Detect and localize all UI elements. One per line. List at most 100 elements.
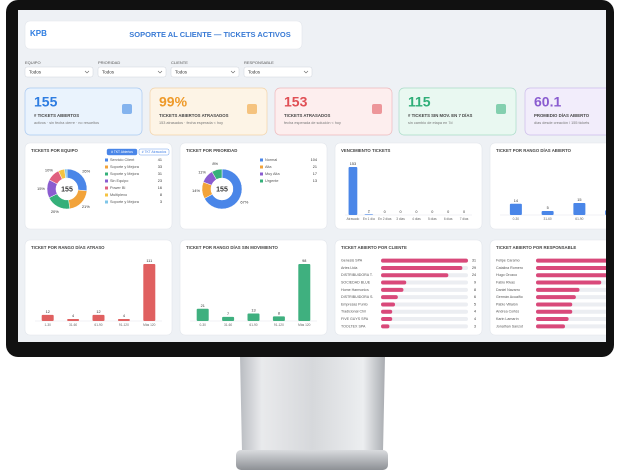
- bar-category: 91-120: [274, 323, 284, 327]
- toggle-label[interactable]: # TKT Abiertos: [111, 150, 133, 154]
- bar-category: Jonathan Sanzot: [496, 324, 523, 328]
- kpi-value: 60.1: [534, 94, 561, 110]
- logo: KPB: [30, 29, 47, 38]
- legend-label: Soporte y Mejora: [110, 200, 140, 204]
- bar-category: En 1 día: [363, 217, 375, 221]
- bar-category: Germán Acuaiño: [496, 295, 523, 299]
- slice-label: 14%: [192, 188, 200, 193]
- bar-value: 15: [577, 198, 581, 202]
- toggle-button[interactable]: [106, 148, 138, 156]
- bar-value: 2: [368, 209, 370, 213]
- bar-category: Andrea Cortés: [496, 310, 519, 314]
- panel: [489, 142, 606, 230]
- legend-swatch: [260, 179, 263, 183]
- chevron: [84, 70, 90, 74]
- panel-title: TICKET POR RANGO DÍAS ABIERTO: [496, 148, 572, 153]
- bar: [381, 317, 393, 322]
- bar: [536, 265, 606, 270]
- bar-category: 91-120: [119, 323, 129, 327]
- filter-value: Todos: [102, 69, 115, 74]
- bar: [536, 273, 606, 278]
- bar-category: Daniel Navarro: [496, 288, 520, 292]
- legend-value: 8: [160, 193, 162, 197]
- bar: [536, 280, 602, 285]
- kpi-icon: [496, 104, 506, 114]
- bar: [298, 264, 311, 321]
- kpi-card: [524, 87, 606, 136]
- legend-value: 21: [313, 165, 317, 169]
- kpi-sub: días desde creación / 155 tickets: [534, 121, 589, 125]
- bar-category: Artes Ltda: [341, 266, 357, 270]
- panel-title: TICKET ABIERTO POR RESPONSABLE: [496, 245, 576, 250]
- stand-base: [236, 450, 388, 470]
- bar-value: 0: [384, 210, 386, 214]
- bar-category: Empresas Punto: [341, 302, 368, 306]
- chevron: [157, 70, 163, 74]
- bar-value: 8: [278, 311, 280, 315]
- legend-label: Urgente: [265, 179, 279, 183]
- bar-value: 4: [474, 310, 476, 314]
- bar-value: 0: [415, 210, 417, 214]
- legend-swatch: [105, 179, 108, 183]
- slice-label: 10%: [45, 167, 53, 172]
- filter-value: Todos: [175, 69, 188, 74]
- bar-category: Más 120: [143, 323, 155, 327]
- filter-label: EQUIPO: [25, 60, 41, 65]
- chevron: [303, 70, 309, 74]
- donut-center: 155: [216, 186, 228, 193]
- bar: [536, 287, 580, 292]
- legend-value: 3: [160, 200, 162, 204]
- bar-value: 0: [400, 210, 402, 214]
- bar-value: 7: [227, 312, 229, 316]
- bar: [381, 324, 390, 329]
- bar: [222, 316, 235, 321]
- dashboard: KPB SOPORTE AL CLIENTE — TICKETS ACTIVOS…: [24, 20, 606, 336]
- bar: [381, 280, 407, 285]
- toggle-button[interactable]: [138, 148, 170, 156]
- kpi-card: [274, 87, 393, 136]
- kpi-sub: 153 atrasados · fecha esperada < hoy: [159, 121, 223, 125]
- bar-category: Karin Lamarín: [496, 317, 519, 321]
- bar-category: FIVE GUYS SPA: [341, 317, 369, 321]
- legend-label: Sin Equipo: [110, 179, 128, 183]
- kpi-label: # TICKETS SIN MOV. EN 7 DÍAS: [408, 113, 472, 118]
- bar: [364, 214, 374, 215]
- legend-value: 17: [313, 172, 317, 176]
- kpi-value: 155: [34, 94, 58, 110]
- bar-value: 4: [474, 317, 476, 321]
- bar: [272, 316, 285, 321]
- bar-value: 13: [251, 308, 255, 312]
- legend-label: Servicio Client: [110, 158, 135, 162]
- legend-swatch: [105, 193, 108, 197]
- bar-value: 24: [472, 273, 476, 277]
- kpi-icon: [372, 104, 382, 114]
- bar-value: 111: [146, 259, 152, 263]
- filter-select[interactable]: [170, 66, 240, 78]
- kpi-label: PROMEDIO DÍAS ABIERTO: [534, 113, 590, 118]
- toggle-label[interactable]: # TKT Atrasados: [142, 150, 167, 154]
- kpi-label: TICKETS ABIERTOS ATRASADOS: [159, 113, 229, 118]
- filter-label: PRIORIDAD: [98, 60, 120, 65]
- legend-value: 33: [158, 165, 162, 169]
- filter-select[interactable]: [24, 66, 94, 78]
- bar: [605, 210, 606, 215]
- bar-category: Atrasado: [347, 217, 360, 221]
- kpi-sub: fecha esperada de solución < hoy: [284, 121, 341, 125]
- filter-label: RESPONSABLE: [244, 60, 274, 65]
- legend-label: Normal: [265, 158, 277, 162]
- bar-category: 3 días: [396, 217, 405, 221]
- legend-swatch: [105, 172, 108, 176]
- filter-select[interactable]: [243, 66, 313, 78]
- panel: [24, 239, 173, 336]
- legend-label: Power BI: [110, 186, 125, 190]
- legend-value: 104: [311, 158, 317, 162]
- bar-category: SOCIEDAD BLUE: [341, 281, 371, 285]
- bar-value: 12: [96, 310, 100, 314]
- bar: [536, 324, 565, 329]
- bar-category: DISTRIBUIDORA T.: [341, 273, 373, 277]
- bar-value: 14: [514, 199, 518, 203]
- legend-swatch: [105, 186, 108, 190]
- bar-category: 0-30: [513, 217, 520, 221]
- filter-select[interactable]: [97, 66, 167, 78]
- bar-category: 31-60: [544, 217, 552, 221]
